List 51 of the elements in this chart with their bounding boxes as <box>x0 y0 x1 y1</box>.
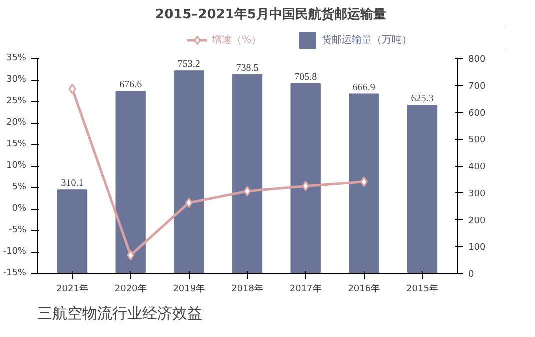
bar <box>57 190 88 274</box>
y-tick-label: 10% <box>6 161 27 171</box>
text: 三航空物流行业经济效益 <box>38 304 202 322</box>
legend-label: 增速（%） <box>212 34 262 47</box>
y2-tick-label: 100 <box>468 243 486 254</box>
y-tick-label: 20% <box>6 118 27 128</box>
data-label: 676.6 <box>120 80 142 91</box>
y2-tick-label: 300 <box>468 189 486 200</box>
y-tick-label: -15% <box>3 268 27 278</box>
y-tick-label: 5% <box>12 182 27 192</box>
point <box>244 186 252 197</box>
bar <box>407 104 438 274</box>
bar <box>349 94 380 274</box>
point <box>185 198 193 208</box>
data-label: 666.9 <box>352 82 376 94</box>
y-tick-label: -10% <box>3 247 27 257</box>
bar <box>116 91 146 274</box>
bar <box>290 83 321 274</box>
x-tick-label: 2015年 <box>406 284 438 294</box>
y-tick-label: 25% <box>6 96 27 106</box>
y2-tick-label: 500 <box>468 136 486 146</box>
x-tick-label: 2017年 <box>290 284 322 294</box>
y2-tick-label: 800 <box>468 55 486 65</box>
y-tick-label: 15% <box>6 140 27 150</box>
legend-label: 货邮运输量（万吨） <box>322 34 412 47</box>
bar <box>174 70 204 274</box>
x-tick-label: 2018年 <box>232 284 264 294</box>
data-label: 738.5 <box>236 63 259 74</box>
y-tick-label: 30% <box>6 75 27 85</box>
data-label: 310.1 <box>61 178 84 190</box>
y-tick-label: -5% <box>8 226 27 236</box>
y2-tick-label: 700 <box>468 82 486 92</box>
point <box>302 180 310 192</box>
point <box>68 84 76 94</box>
y2-tick-label: 600 <box>468 108 486 119</box>
y-tick-label: 0% <box>12 204 27 214</box>
x-tick-label: 2021年 <box>56 284 88 294</box>
data-label: 705.8 <box>294 72 318 83</box>
y2-tick-label: 200 <box>468 216 486 226</box>
chart-title: 2015–2021年5月中国民航货邮运输量 <box>156 6 386 22</box>
y2-tick-label: 0 <box>468 270 474 280</box>
point <box>360 176 368 188</box>
x-tick-label: 2019年 <box>173 284 206 294</box>
y2-tick-label: 400 <box>468 162 486 172</box>
y-tick-label: 35% <box>6 54 27 64</box>
data-label: 753.2 <box>178 59 200 70</box>
data-label: 625.3 <box>411 93 434 104</box>
bar <box>232 74 263 274</box>
point <box>127 250 135 261</box>
x-tick-label: 2016年 <box>348 284 380 294</box>
x-tick-label: 2020年 <box>114 284 147 294</box>
